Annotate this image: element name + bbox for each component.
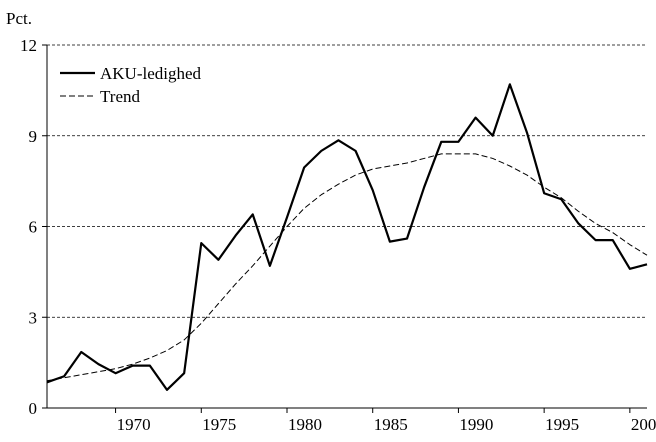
legend-label: Trend [100,87,140,106]
x-tick-label: 1975 [202,415,236,434]
x-tick-label: 1970 [117,415,151,434]
y-tick-label: 9 [29,127,38,146]
y-tick-label: 12 [20,36,37,55]
line-series [46,153,648,382]
y-tick-label: 3 [29,308,38,327]
x-tick-label: 1980 [288,415,322,434]
x-tick-label: 2000 [631,415,656,434]
x-tick-label: 1990 [459,415,493,434]
x-tick-label: 1995 [545,415,579,434]
line-series [46,83,648,391]
x-tick-label: 1985 [374,415,408,434]
y-tick-label: 6 [29,218,38,237]
y-tick-label: 0 [29,399,38,418]
y-axis-label: Pct. [6,9,32,28]
legend-label: AKU-ledighed [100,64,202,83]
